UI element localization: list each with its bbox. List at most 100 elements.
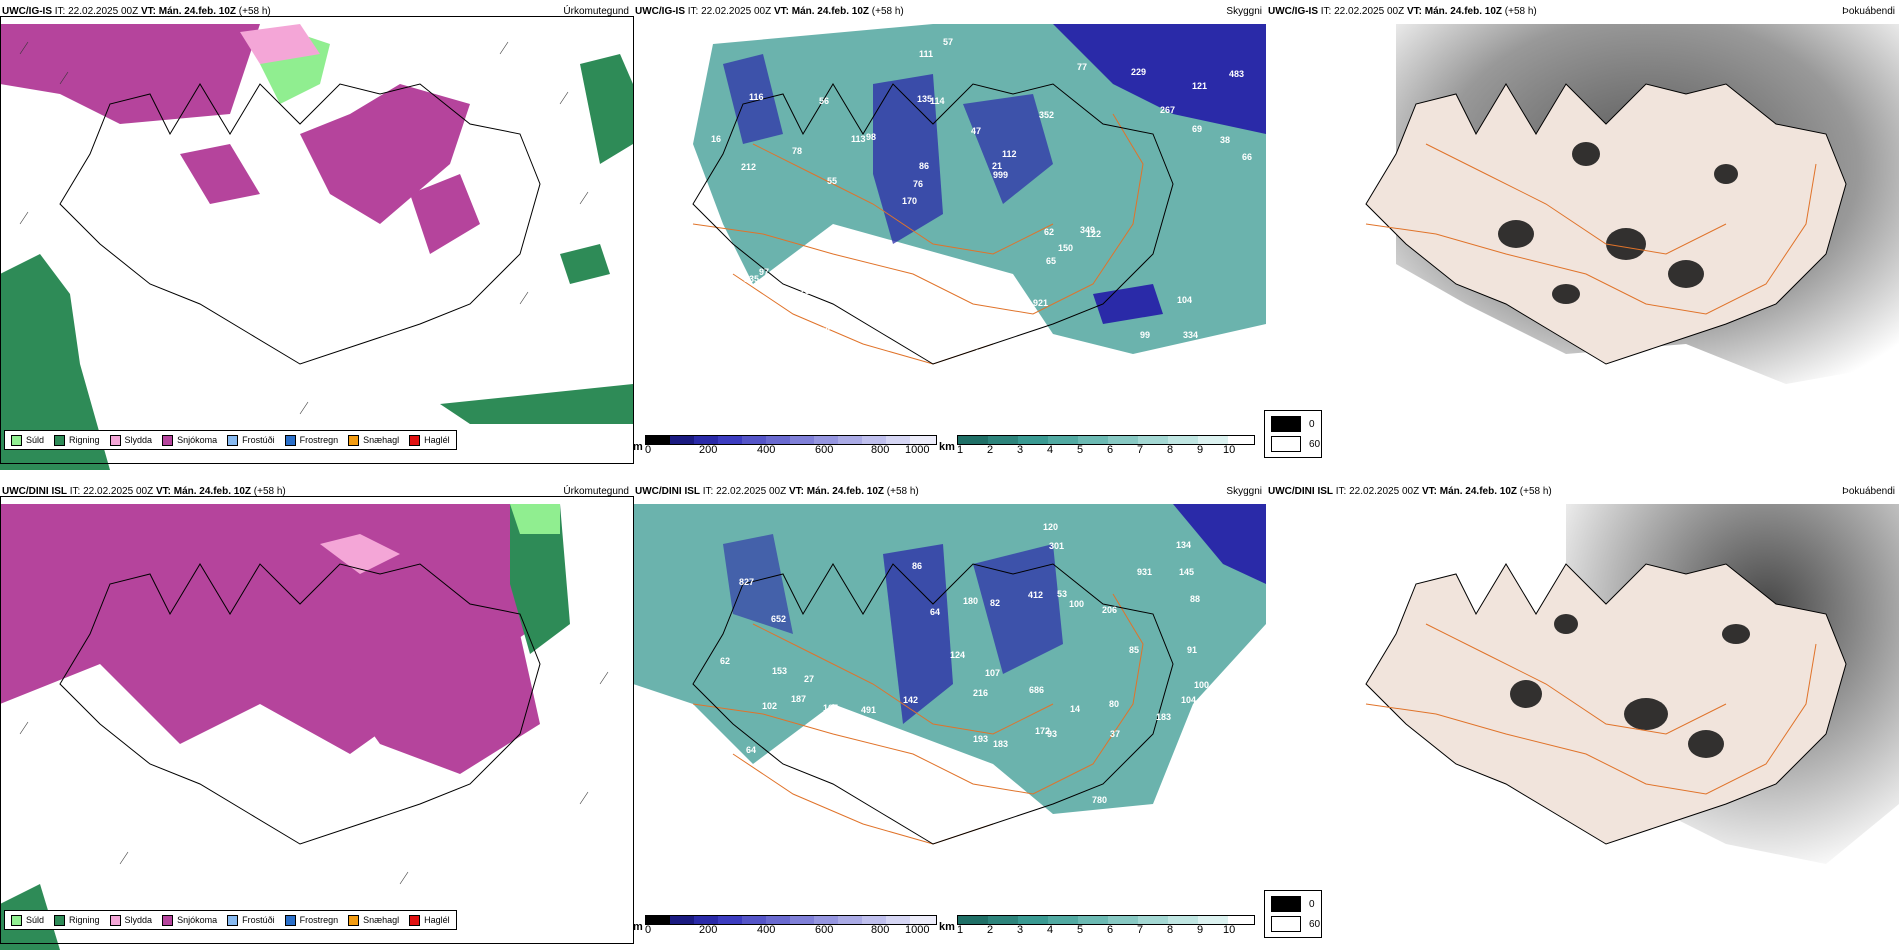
panel-header: UWC/IG-IS IT: 22.02.2025 00Z VT: Mán. 24… xyxy=(1266,0,1899,24)
visibility-value-label: 193 xyxy=(973,734,988,744)
legend-label: Slydda xyxy=(124,435,153,445)
visibility-value-label: 109 xyxy=(768,335,783,345)
legend-swatch xyxy=(409,914,421,926)
panel-header: UWC/IG-IS IT: 22.02.2025 00Z VT: Mán. 24… xyxy=(0,0,633,24)
precip-type-legend: Súld Rigning Slydda Snjókoma Frostúði Fr… xyxy=(4,910,457,930)
panel-header: UWC/DINI ISL IT: 22.02.2025 00Z VT: Mán.… xyxy=(0,480,633,504)
vt-label: VT: xyxy=(788,486,804,497)
legend-item: Snæhagl xyxy=(348,914,399,926)
visibility-value-label: 62 xyxy=(720,656,730,666)
visibility-tick: 9 xyxy=(1197,444,1204,456)
it-label: IT: xyxy=(687,6,699,17)
visibility-value-label: 64 xyxy=(746,745,756,755)
legend-swatch xyxy=(54,434,66,446)
height-tick: 400 xyxy=(757,924,776,936)
height-tick: 600 xyxy=(815,924,834,936)
visibility-value-label: 167 xyxy=(823,703,838,713)
visibility-value-label: 126 xyxy=(762,798,777,808)
fog-indicator-panel-row2: UWC/DINI ISL IT: 22.02.2025 00Z VT: Mán.… xyxy=(1266,480,1899,950)
visibility-tick: 1 xyxy=(957,924,964,936)
legend-label: Súld xyxy=(26,435,45,445)
visibility-value-label: 122 xyxy=(1086,229,1101,239)
visibility-value-label: 686 xyxy=(1029,685,1044,695)
legend-label: Rigning xyxy=(69,435,100,445)
height-unit: m xyxy=(633,921,643,933)
legend-swatch xyxy=(348,914,360,926)
visibility-value-label: 412 xyxy=(1028,590,1043,600)
visibility-value-label: 55 xyxy=(1242,730,1252,740)
legend-item: Frostregn xyxy=(284,434,339,446)
fog-legend-row1: 0 60 xyxy=(1264,410,1322,458)
visibility-value-label: 69 xyxy=(1192,124,1202,134)
precip-type-map xyxy=(0,24,633,470)
visibility-value-label: 206 xyxy=(1102,605,1117,615)
visibility-value-label: 62 xyxy=(1044,227,1054,237)
visibility-labels: 334 212 121 170 352 109 135 47 97 98 135 122 114 112 1… xyxy=(711,37,1252,362)
vt-label: VT: xyxy=(155,486,171,497)
height-bar xyxy=(645,915,937,925)
vt-label: VT: xyxy=(1421,486,1437,497)
visibility-value-label: 37 xyxy=(1110,729,1120,739)
vt-label: VT: xyxy=(140,6,156,17)
visibility-value-label: 64 xyxy=(930,607,940,617)
legend-label: Frostúði xyxy=(242,435,275,445)
fog-legend-label: 0 xyxy=(1309,418,1315,430)
panel-title: Úrkomutegund xyxy=(563,6,629,17)
fog-indicator-panel-row1: UWC/IG-IS IT: 22.02.2025 00Z VT: Mán. 24… xyxy=(1266,0,1899,470)
legend-label: Haglél xyxy=(424,435,450,445)
legend-swatch xyxy=(109,434,121,446)
visibility-value-label: 14 xyxy=(1070,704,1080,714)
visibility-value-label: 180 xyxy=(963,596,978,606)
fog-swatch xyxy=(1271,896,1301,912)
fog-swatch xyxy=(1271,916,1301,932)
visibility-value-label: 88 xyxy=(1190,594,1200,604)
visibility-value-label: 97 xyxy=(913,288,923,298)
legend-item: Snjókoma xyxy=(162,914,217,926)
visibility-value-label: 135 xyxy=(719,316,734,326)
legend-label: Frostregn xyxy=(299,435,339,445)
visibility-labels: 243 187 172 827 198 652 67 491 206 180 100 100 97 86 6… xyxy=(720,522,1252,843)
visibility-tick: 4 xyxy=(1047,924,1054,936)
init-time: 22.02.2025 00Z xyxy=(68,6,139,17)
visibility-value-label: 243 xyxy=(1160,830,1175,840)
visibility-value-label: 118 xyxy=(966,286,981,296)
vt-label: VT: xyxy=(1406,6,1422,17)
legend-swatch xyxy=(11,434,22,446)
legend-label: Frostúði xyxy=(242,915,275,925)
legend-item: Snjókoma xyxy=(162,434,217,446)
model-name: UWC/IG-IS xyxy=(635,6,685,17)
visibility-tick: 8 xyxy=(1167,924,1174,936)
legend-item: Haglél xyxy=(409,914,450,926)
fog-legend-label: 60 xyxy=(1309,918,1321,930)
panel-title: Þokuábendi xyxy=(1842,486,1895,497)
visibility-value-label: 104 xyxy=(767,352,782,362)
height-bar xyxy=(645,435,937,445)
visibility-unit: km xyxy=(939,441,955,453)
visibility-value-label: 86 xyxy=(919,161,929,171)
visibility-value-label: 111 xyxy=(919,49,933,59)
panel-title: Þokuábendi xyxy=(1842,6,1895,17)
visibility-value-label: 58 xyxy=(820,326,830,336)
legend-item: Slydda xyxy=(109,434,153,446)
legend-item: Frostregn xyxy=(284,914,338,926)
visibility-value-label: 91 xyxy=(870,748,880,758)
visibility-tick: 6 xyxy=(1107,444,1114,456)
visibility-value-label: 172 xyxy=(1035,726,1050,736)
precip-frame-row1 xyxy=(0,16,634,464)
valid-time: Mán. 24.feb. 10Z xyxy=(806,486,884,497)
visibility-value-label: 301 xyxy=(1049,541,1064,551)
visibility-value-label: 999 xyxy=(993,170,1008,180)
it-label: IT: xyxy=(1320,6,1332,17)
visibility-value-label: 247 xyxy=(1060,833,1075,843)
legend-swatch xyxy=(162,914,174,926)
init-time: 22.02.2025 00Z xyxy=(1349,486,1420,497)
panel-title: Skyggni xyxy=(1226,6,1262,17)
visibility-value-label: 27 xyxy=(804,674,814,684)
legend-label: Haglél xyxy=(424,915,450,925)
visibility-tick: 10 xyxy=(1223,924,1236,936)
visibility-value-label: 82 xyxy=(990,598,1000,608)
visibility-value-label: 116 xyxy=(749,92,764,102)
visibility-value-label: 57 xyxy=(943,37,953,47)
visibility-value-label: 153 xyxy=(772,666,787,676)
visibility-value-label: 483 xyxy=(1229,69,1244,79)
